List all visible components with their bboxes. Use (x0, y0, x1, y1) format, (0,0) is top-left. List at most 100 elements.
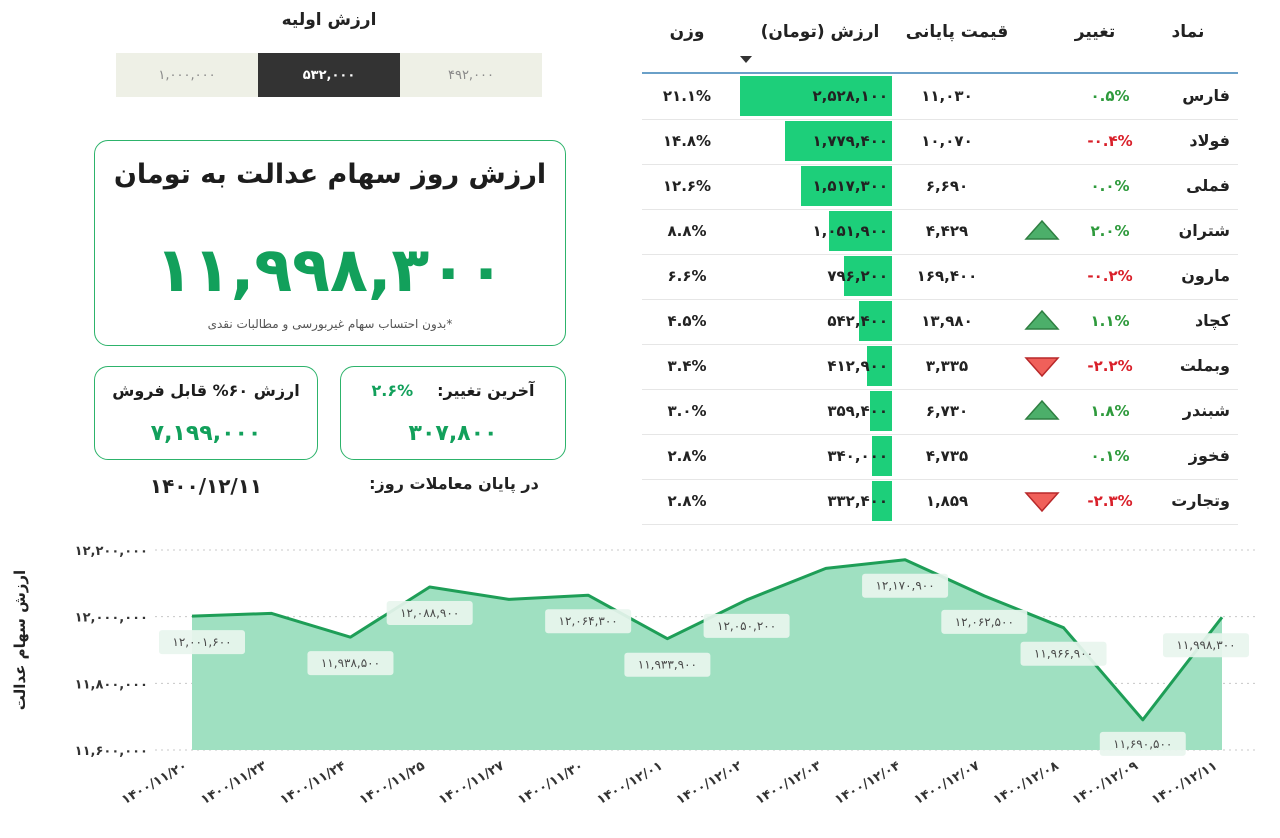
row-symbol: کچاد (1194, 311, 1230, 330)
table-row[interactable]: فارس ۰.۵% ۱۱,۰۳۰ ۲,۵۲۸,۱۰۰ ۲۱.۱% (642, 74, 1238, 120)
row-value: ۴۱۲,۹۰۰ (740, 344, 892, 388)
trend-down-icon (1022, 344, 1062, 388)
sort-desc-icon[interactable] (740, 56, 752, 63)
data-label-bg (624, 652, 711, 677)
row-weight: ۱۲.۶% (662, 177, 712, 195)
current-value-title: ارزش روز سهام عدالت به تومان (113, 159, 547, 190)
row-weight: ۲۱.۱% (662, 87, 712, 105)
trend-up-icon (1022, 299, 1062, 343)
table-row[interactable]: فخوز ۰.۱% ۴,۷۳۵ ۳۴۰,۰۰۰ ۲.۸% (642, 434, 1238, 480)
row-symbol: وبملت (1179, 356, 1230, 375)
sellable-value: ۷,۱۹۹,۰۰۰ (150, 421, 262, 446)
data-label-bg (386, 601, 473, 626)
sellable-value-title: ارزش ۶۰% قابل فروش (112, 381, 300, 400)
header-symbol[interactable]: نماد (1171, 22, 1205, 42)
table-row[interactable]: فملی ۰.۰% ۶,۶۹۰ ۱,۵۱۷,۳۰۰ ۱۲.۶% (642, 164, 1238, 210)
x-tick-label: ۱۴۰۰/۱۱/۳۰ (515, 758, 586, 807)
table-row[interactable]: شبندر ۱.۸% ۶,۷۳۰ ۳۵۹,۴۰۰ ۳.۰% (642, 389, 1238, 435)
table-row[interactable]: وبملت -۲.۲% ۳,۳۳۵ ۴۱۲,۹۰۰ ۳.۴% (642, 344, 1238, 390)
row-value-bar (872, 481, 892, 521)
data-label: ۱۱,۶۹۰,۵۰۰ (1099, 731, 1186, 756)
row-final-price: ۴,۴۲۹ (925, 222, 969, 240)
data-label: ۱۲,۰۸۸,۹۰۰ (386, 601, 473, 626)
row-symbol: مارون (1181, 266, 1230, 285)
initial-value-option-532000[interactable]: ۵۳۲,۰۰۰ (258, 53, 400, 97)
row-value-bar (871, 436, 892, 476)
row-value: ۵۴۲,۴۰۰ (740, 299, 892, 343)
row-change: ۰.۱% (1090, 447, 1130, 465)
row-value-text: ۳۴۰,۰۰۰ (827, 447, 888, 465)
table-row[interactable]: وتجارت -۲.۳% ۱,۸۵۹ ۳۳۲,۴۰۰ ۲.۸% (642, 479, 1238, 525)
table-row[interactable]: کچاد ۱.۱% ۱۳,۹۸۰ ۵۴۲,۴۰۰ ۴.۵% (642, 299, 1238, 345)
row-change: ۱.۱% (1090, 312, 1130, 330)
row-change: ۱.۸% (1090, 402, 1130, 420)
data-label-bg (703, 613, 790, 638)
data-label-text: ۱۲,۰۰۱,۶۰۰ (172, 635, 231, 649)
data-label-text: ۱۲,۰۵۰,۲۰۰ (717, 619, 776, 633)
x-tick-label: ۱۴۰۰/۱۱/۲۵ (357, 758, 428, 808)
row-weight: ۲.۸% (667, 447, 707, 465)
row-value: ۷۹۶,۲۰۰ (740, 254, 892, 298)
header-final-price[interactable]: قیمت پایانی (905, 22, 1009, 42)
row-change: -۰.۴% (1087, 132, 1133, 150)
table-row[interactable]: فولاد -۰.۴% ۱۰,۰۷۰ ۱,۷۷۹,۴۰۰ ۱۴.۸% (642, 119, 1238, 165)
row-value-text: ۳۳۲,۴۰۰ (827, 492, 888, 510)
data-label-text: ۱۱,۹۳۸,۵۰۰ (321, 656, 380, 670)
row-final-price: ۱۱,۰۳۰ (921, 87, 973, 105)
row-final-price: ۱۳,۹۸۰ (921, 312, 973, 330)
data-label: ۱۲,۰۶۲,۵۰۰ (941, 609, 1028, 634)
header-divider (642, 72, 1238, 74)
y-axis-label: ارزش سهام عدالت (11, 569, 29, 711)
row-value-text: ۴۱۲,۹۰۰ (827, 357, 888, 375)
data-label-bg (1099, 731, 1186, 756)
initial-value-selector[interactable]: ۴۹۲,۰۰۰ ۵۳۲,۰۰۰ ۱,۰۰۰,۰۰۰ (116, 53, 542, 97)
trading-date: ۱۴۰۰/۱۲/۱۱ (149, 474, 263, 498)
data-label: ۱۱,۹۶۶,۹۰۰ (1020, 641, 1107, 666)
x-tick-label: ۱۴۰۰/۱۱/۲۰ (119, 758, 190, 807)
x-tick-label: ۱۴۰۰/۱۲/۰۹ (1070, 758, 1141, 808)
data-label: ۱۲,۰۵۰,۲۰۰ (703, 613, 790, 638)
row-value: ۱,۵۱۷,۳۰۰ (740, 164, 892, 208)
x-tick-label: ۱۴۰۰/۱۲/۰۷ (912, 758, 983, 808)
row-value: ۲,۵۲۸,۱۰۰ (740, 74, 892, 118)
row-value-bar (859, 301, 892, 341)
row-final-price: ۱۶۹,۴۰۰ (916, 267, 978, 285)
header-value[interactable]: ارزش (تومان) (760, 22, 880, 42)
trend-empty (1022, 164, 1062, 208)
x-tick-label: ۱۴۰۰/۱۱/۲۳ (199, 758, 270, 808)
row-change: -۲.۳% (1087, 492, 1133, 510)
initial-value-option-1000000[interactable]: ۱,۰۰۰,۰۰۰ (116, 53, 258, 97)
row-weight: ۴.۵% (667, 312, 707, 330)
value-history-chart: ۱۱,۶۰۰,۰۰۰ ۱۱,۸۰۰,۰۰۰ ۱۲,۰۰۰,۰۰۰ ۱۲,۲۰۰,۰۰۰… (75, 544, 1255, 808)
x-tick-label: ۱۴۰۰/۱۱/۲۴ (278, 758, 349, 808)
row-symbol: وتجارت (1171, 491, 1230, 510)
row-weight: ۱۴.۸% (662, 132, 712, 150)
table-row[interactable]: شتران ۲.۰% ۴,۴۲۹ ۱,۰۵۱,۹۰۰ ۸.۸% (642, 209, 1238, 255)
data-label-text: ۱۲,۰۸۸,۹۰۰ (400, 606, 459, 620)
x-tick-label: ۱۴۰۰/۱۲/۰۸ (991, 758, 1062, 808)
x-tick-label: ۱۴۰۰/۱۲/۱۱ (1149, 758, 1220, 807)
trend-up-icon (1022, 389, 1062, 433)
trend-empty (1022, 434, 1062, 478)
data-label: ۱۲,۰۰۱,۶۰۰ (159, 630, 245, 655)
initial-value-title: ارزش اولیه (281, 10, 377, 30)
x-tick-label: ۱۴۰۰/۱۱/۲۷ (436, 758, 507, 808)
data-label-bg (545, 609, 632, 634)
header-weight[interactable]: وزن (669, 22, 705, 42)
y-tick-label: ۱۱,۸۰۰,۰۰۰ (75, 677, 148, 692)
header-change[interactable]: تغییر (1074, 22, 1116, 42)
row-symbol: فارس (1182, 86, 1230, 105)
row-value: ۱,۷۷۹,۴۰۰ (740, 119, 892, 163)
row-value-bar (844, 256, 892, 296)
data-label-text: ۱۱,۹۹۸,۳۰۰ (1176, 638, 1235, 652)
table-row[interactable]: مارون -۰.۲% ۱۶۹,۴۰۰ ۷۹۶,۲۰۰ ۶.۶% (642, 254, 1238, 300)
last-change-card: آخرین تغییر: ۲.۶% ۳۰۷,۸۰۰ (340, 366, 566, 460)
row-value-bar (740, 76, 892, 116)
data-label: ۱۱,۹۳۳,۹۰۰ (624, 652, 711, 677)
row-value-text: ۲,۵۲۸,۱۰۰ (812, 87, 888, 105)
data-label-text: ۱۱,۹۳۳,۹۰۰ (638, 658, 697, 672)
initial-value-option-492000[interactable]: ۴۹۲,۰۰۰ (400, 53, 542, 97)
last-change-value: ۳۰۷,۸۰۰ (408, 421, 498, 446)
data-label-text: ۱۱,۶۹۰,۵۰۰ (1113, 737, 1172, 751)
data-label-bg (1020, 641, 1107, 666)
